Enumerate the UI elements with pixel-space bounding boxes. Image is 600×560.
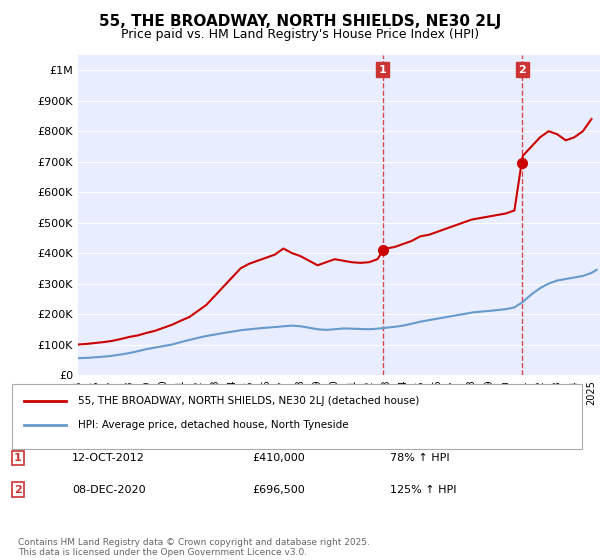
Text: £410,000: £410,000	[252, 453, 305, 463]
Text: 12-OCT-2012: 12-OCT-2012	[72, 453, 145, 463]
Text: 125% ↑ HPI: 125% ↑ HPI	[390, 485, 457, 494]
FancyBboxPatch shape	[12, 384, 582, 449]
Text: 1: 1	[14, 453, 22, 463]
Text: 2: 2	[14, 485, 22, 494]
Text: Price paid vs. HM Land Registry's House Price Index (HPI): Price paid vs. HM Land Registry's House …	[121, 28, 479, 41]
Text: 2: 2	[518, 64, 526, 74]
Text: HPI: Average price, detached house, North Tyneside: HPI: Average price, detached house, Nort…	[78, 420, 349, 430]
Text: 78% ↑ HPI: 78% ↑ HPI	[390, 453, 449, 463]
Text: 08-DEC-2020: 08-DEC-2020	[72, 485, 146, 494]
Text: 1: 1	[379, 64, 386, 74]
Text: £696,500: £696,500	[252, 485, 305, 494]
Text: Contains HM Land Registry data © Crown copyright and database right 2025.
This d: Contains HM Land Registry data © Crown c…	[18, 538, 370, 557]
Text: 55, THE BROADWAY, NORTH SHIELDS, NE30 2LJ: 55, THE BROADWAY, NORTH SHIELDS, NE30 2L…	[99, 14, 501, 29]
Text: 55, THE BROADWAY, NORTH SHIELDS, NE30 2LJ (detached house): 55, THE BROADWAY, NORTH SHIELDS, NE30 2L…	[78, 396, 419, 406]
